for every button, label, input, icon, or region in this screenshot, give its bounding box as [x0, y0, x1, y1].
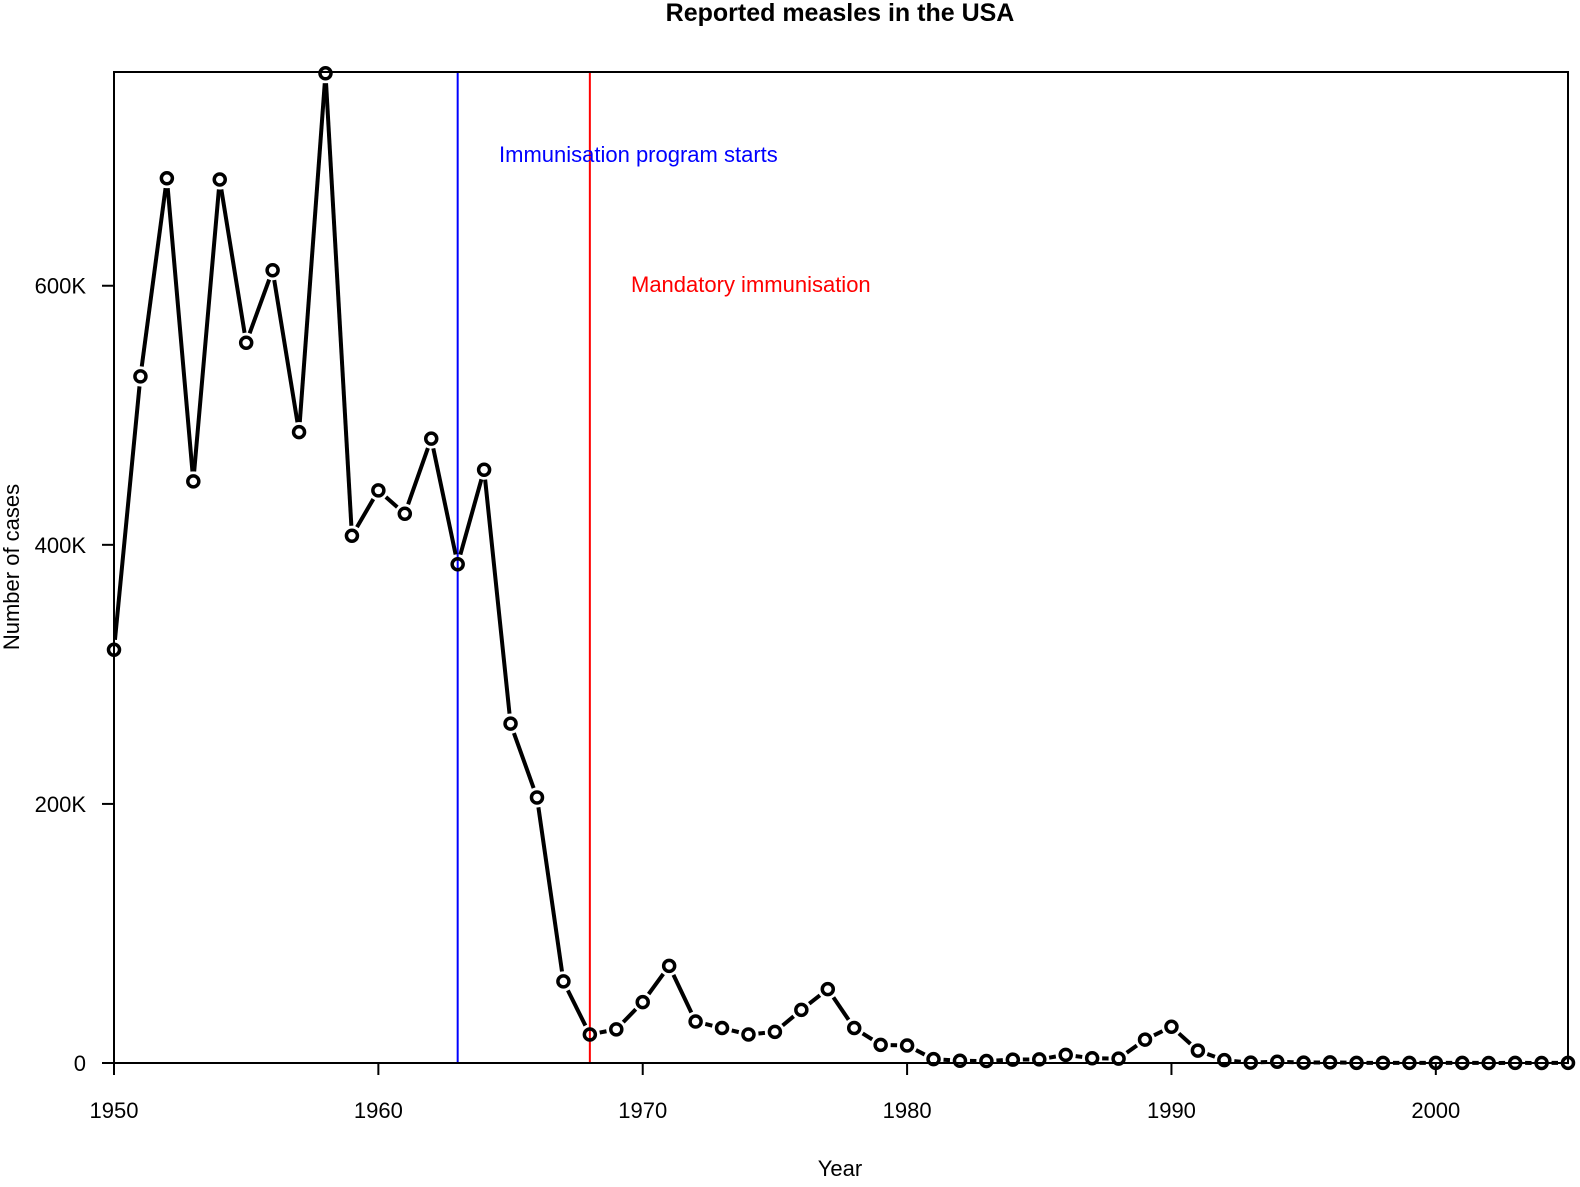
data-point-1965 — [503, 716, 518, 731]
series-segment — [915, 1048, 926, 1057]
data-point-1986 — [1058, 1047, 1073, 1063]
series-segment — [483, 479, 512, 714]
series-segment — [247, 278, 272, 335]
series-segment — [458, 478, 484, 556]
data-point-1953 — [186, 474, 201, 489]
y-tick-label-600K: 600K — [35, 274, 87, 299]
y-axis-label: Number of cases — [0, 484, 24, 650]
series-segment — [807, 993, 822, 1006]
series-segment — [1177, 1031, 1192, 1046]
series-segment — [536, 807, 564, 972]
series-segment — [1075, 1054, 1083, 1059]
series-segment — [1234, 1059, 1241, 1064]
series-segment — [647, 972, 665, 996]
data-point-1963 — [450, 557, 465, 572]
data-point-1980 — [899, 1038, 915, 1053]
data-point-1956 — [265, 262, 280, 278]
series-segment — [512, 732, 536, 789]
data-point-1969 — [609, 1022, 624, 1037]
series-segment — [112, 386, 142, 640]
data-point-1990 — [1164, 1019, 1179, 1034]
series-segment — [1153, 1029, 1164, 1038]
data-point-1962 — [423, 431, 439, 446]
data-point-1973 — [714, 1020, 730, 1036]
data-point-1991 — [1190, 1043, 1206, 1058]
data-point-1977 — [820, 981, 836, 997]
data-point-1981 — [926, 1051, 941, 1067]
data-point-1983 — [979, 1053, 994, 1069]
series-segment — [621, 1007, 638, 1024]
series-segment — [384, 495, 399, 509]
x-tick-label-1980: 1980 — [883, 1098, 932, 1123]
y-tick-label-400K: 400K — [35, 533, 87, 558]
y-tick-label-0: 0 — [74, 1051, 86, 1076]
series-segment — [599, 1029, 607, 1035]
x-axis-label: Year — [818, 1156, 862, 1181]
data-point-1992 — [1217, 1052, 1232, 1068]
series-segment — [272, 279, 300, 423]
chart-title: Reported measles in the USA — [666, 0, 1015, 27]
data-point-1978 — [846, 1020, 862, 1036]
x-tick-label-1950: 1950 — [90, 1098, 139, 1123]
series-segment — [566, 989, 588, 1027]
series-segment — [758, 1030, 766, 1036]
series-segment — [861, 1031, 874, 1042]
data-point-1952 — [159, 170, 175, 186]
series-segment — [731, 1028, 740, 1035]
series-segment — [831, 996, 851, 1021]
series-segment — [671, 974, 694, 1014]
data-point-1975 — [767, 1024, 783, 1040]
series-segment — [139, 187, 168, 367]
plot-area — [106, 66, 1576, 1071]
series-segment — [324, 83, 354, 526]
data-point-1968 — [582, 1027, 598, 1042]
data-point-1971 — [661, 958, 677, 974]
data-point-1957 — [291, 424, 307, 440]
data-point-1985 — [1032, 1052, 1047, 1067]
series-segment — [704, 1021, 713, 1028]
data-point-1955 — [238, 335, 254, 350]
data-point-1976 — [794, 1002, 809, 1018]
data-point-1966 — [529, 790, 545, 805]
data-point-1959 — [344, 528, 360, 544]
data-point-1960 — [371, 483, 386, 498]
x-tick-label-1990: 1990 — [1147, 1098, 1196, 1123]
series-segment — [1125, 1043, 1139, 1055]
series-segment — [1048, 1054, 1057, 1060]
annotation-immunisation-program: Immunisation program starts — [499, 142, 778, 167]
series-segment — [406, 447, 430, 505]
data-point-1974 — [741, 1027, 756, 1042]
series-segment — [297, 83, 327, 423]
series-segment — [431, 447, 458, 555]
x-tick-label-1960: 1960 — [354, 1098, 403, 1123]
series-segment — [192, 189, 221, 472]
x-tick-label-2000: 2000 — [1411, 1098, 1460, 1123]
y-tick-label-200K: 200K — [35, 792, 87, 817]
series-segment — [781, 1014, 795, 1028]
series-segment — [1206, 1052, 1216, 1059]
series-segment — [165, 188, 195, 472]
data-point-1988 — [1111, 1051, 1126, 1066]
data-point-1984 — [1005, 1052, 1021, 1067]
y-axis: 0 200K 400K 600K — [35, 274, 114, 1076]
x-tick-label-1970: 1970 — [618, 1098, 667, 1123]
data-point-1951 — [133, 369, 148, 384]
data-point-1989 — [1137, 1032, 1153, 1047]
data-point-1979 — [873, 1037, 888, 1053]
data-point-1961 — [397, 506, 413, 521]
annotation-mandatory-immunisation: Mandatory immunisation — [631, 272, 871, 297]
data-point-1972 — [688, 1014, 703, 1029]
series-segment — [355, 498, 376, 529]
plot-frame — [113, 71, 1569, 1064]
data-point-1967 — [556, 974, 571, 989]
x-axis: 1950 1960 1970 1980 1990 2000 — [90, 1063, 1460, 1123]
data-point-1954 — [212, 172, 227, 187]
data-point-1994 — [1269, 1054, 1285, 1069]
data-point-1964 — [476, 462, 492, 477]
series-segment — [219, 189, 247, 334]
data-point-1958 — [318, 66, 333, 81]
data-point-1970 — [635, 994, 650, 1010]
data-point-1982 — [952, 1053, 968, 1069]
